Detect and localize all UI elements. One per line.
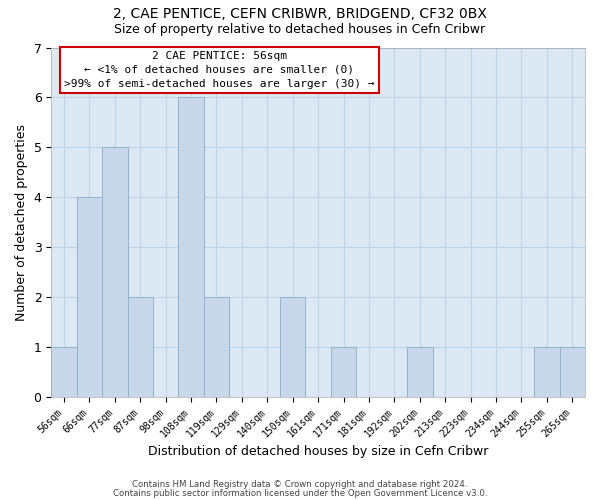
Bar xyxy=(51,348,77,397)
Bar xyxy=(128,298,153,397)
Bar xyxy=(204,298,229,397)
X-axis label: Distribution of detached houses by size in Cefn Cribwr: Distribution of detached houses by size … xyxy=(148,444,488,458)
Text: Contains public sector information licensed under the Open Government Licence v3: Contains public sector information licen… xyxy=(113,488,487,498)
Bar xyxy=(280,298,305,397)
Text: 2, CAE PENTICE, CEFN CRIBWR, BRIDGEND, CF32 0BX: 2, CAE PENTICE, CEFN CRIBWR, BRIDGEND, C… xyxy=(113,8,487,22)
Bar xyxy=(178,98,204,397)
Bar xyxy=(534,348,560,397)
Bar xyxy=(407,348,433,397)
Bar xyxy=(102,148,128,397)
Text: Contains HM Land Registry data © Crown copyright and database right 2024.: Contains HM Land Registry data © Crown c… xyxy=(132,480,468,489)
Bar xyxy=(560,348,585,397)
Bar xyxy=(331,348,356,397)
Y-axis label: Number of detached properties: Number of detached properties xyxy=(15,124,28,321)
Bar xyxy=(77,198,102,397)
Text: 2 CAE PENTICE: 56sqm
← <1% of detached houses are smaller (0)
>99% of semi-detac: 2 CAE PENTICE: 56sqm ← <1% of detached h… xyxy=(64,51,374,89)
Text: Size of property relative to detached houses in Cefn Cribwr: Size of property relative to detached ho… xyxy=(115,24,485,36)
